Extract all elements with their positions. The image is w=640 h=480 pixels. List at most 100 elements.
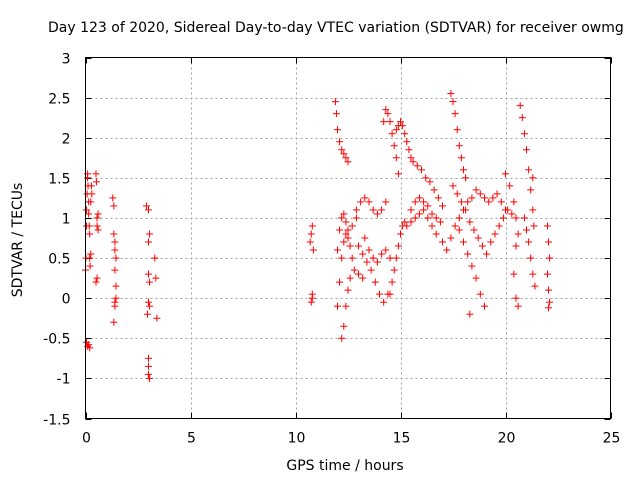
data-point — [352, 214, 360, 222]
data-point — [491, 230, 499, 238]
data-point — [369, 254, 377, 262]
data-point — [409, 158, 417, 166]
data-point — [483, 250, 491, 258]
data-point — [525, 166, 533, 174]
data-point — [367, 266, 375, 274]
data-point — [338, 214, 346, 222]
data-point — [145, 370, 152, 378]
data-point — [378, 250, 386, 258]
data-point — [332, 110, 340, 118]
x-axis-label: GPS time / hours — [286, 458, 404, 474]
data-point — [514, 302, 522, 310]
data-point — [94, 226, 102, 234]
data-point — [85, 341, 93, 349]
x-tick-label: 15 — [393, 431, 411, 447]
data-point — [86, 344, 94, 352]
data-point — [307, 230, 315, 238]
y-tick-label: 2 — [62, 132, 71, 148]
data-point — [93, 274, 101, 282]
data-point — [145, 298, 152, 306]
x-tick-label: 5 — [187, 431, 196, 447]
data-point — [397, 230, 404, 238]
data-point — [152, 274, 160, 282]
data-point — [378, 206, 386, 214]
data-point — [545, 238, 553, 246]
data-point — [340, 238, 348, 246]
data-point — [110, 202, 118, 210]
data-point — [468, 262, 476, 270]
data-point — [86, 262, 94, 270]
data-point — [449, 98, 457, 106]
data-point — [361, 194, 369, 202]
data-point — [476, 290, 484, 298]
data-point — [460, 166, 467, 174]
data-point — [506, 182, 514, 190]
data-point — [87, 198, 95, 206]
data-point — [527, 186, 535, 194]
data-point — [369, 206, 377, 214]
data-point — [401, 130, 409, 138]
data-point — [338, 254, 346, 262]
data-point — [487, 238, 495, 246]
data-point — [499, 214, 507, 222]
data-point — [394, 242, 402, 250]
data-point — [344, 226, 352, 234]
data-point — [363, 258, 371, 266]
x-tick-label: 25 — [603, 431, 621, 447]
data-point — [451, 110, 459, 118]
data-point — [342, 218, 350, 226]
data-point — [350, 266, 358, 274]
data-point — [420, 198, 428, 206]
data-point — [546, 298, 554, 306]
grid-lines — [85, 57, 611, 419]
data-point — [455, 214, 463, 222]
data-point — [145, 270, 152, 278]
data-point — [545, 304, 553, 312]
data-point — [529, 270, 537, 278]
data-point — [145, 354, 152, 362]
data-point — [340, 322, 348, 330]
data-point — [111, 266, 119, 274]
data-point — [371, 278, 379, 286]
data-point — [340, 150, 348, 158]
data-point — [460, 238, 467, 246]
data-point — [430, 186, 438, 194]
data-point — [407, 154, 415, 162]
data-point — [94, 210, 102, 218]
data-point — [449, 182, 457, 190]
data-point — [355, 270, 362, 278]
data-point — [146, 230, 154, 238]
data-point — [88, 190, 96, 198]
data-point — [336, 226, 344, 234]
data-point — [447, 234, 455, 242]
data-point — [373, 258, 381, 266]
data-point — [365, 198, 373, 206]
y-tick-label: -0.5 — [43, 332, 70, 348]
data-point — [422, 174, 430, 182]
data-point — [405, 146, 413, 154]
data-point — [512, 242, 520, 250]
data-point — [83, 206, 91, 214]
data-point — [112, 282, 120, 290]
data-point — [485, 198, 493, 206]
data-point — [434, 194, 442, 202]
data-point — [455, 142, 463, 150]
data-point — [525, 238, 533, 246]
data-point — [502, 170, 509, 178]
data-point — [411, 198, 419, 206]
data-point — [145, 238, 152, 246]
data-point — [447, 90, 455, 98]
data-point — [418, 166, 425, 174]
data-point — [476, 190, 484, 198]
data-point — [306, 238, 314, 246]
data-point — [376, 290, 383, 298]
data-point — [308, 222, 316, 230]
data-point — [466, 310, 474, 318]
data-point — [342, 230, 350, 238]
data-point — [93, 222, 101, 230]
data-point — [426, 178, 434, 186]
data-point — [85, 222, 93, 230]
data-point — [346, 274, 354, 282]
data-point — [338, 146, 346, 154]
data-point — [529, 206, 537, 214]
